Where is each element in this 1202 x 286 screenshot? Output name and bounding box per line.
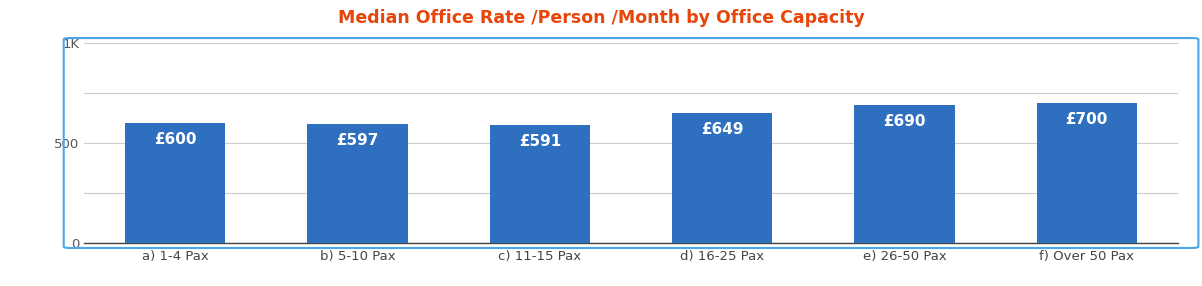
Text: £700: £700 — [1066, 112, 1108, 127]
Bar — [1036, 103, 1137, 243]
Bar — [125, 123, 226, 243]
Bar — [308, 124, 407, 243]
Text: £690: £690 — [883, 114, 926, 129]
Text: £591: £591 — [519, 134, 561, 149]
Text: Median Office Rate /Person /Month by Office Capacity: Median Office Rate /Person /Month by Off… — [338, 9, 864, 27]
Text: £600: £600 — [154, 132, 197, 147]
Text: £649: £649 — [701, 122, 744, 137]
Bar — [672, 113, 773, 243]
Bar — [489, 125, 590, 243]
Bar — [855, 105, 954, 243]
Text: £597: £597 — [337, 133, 379, 148]
